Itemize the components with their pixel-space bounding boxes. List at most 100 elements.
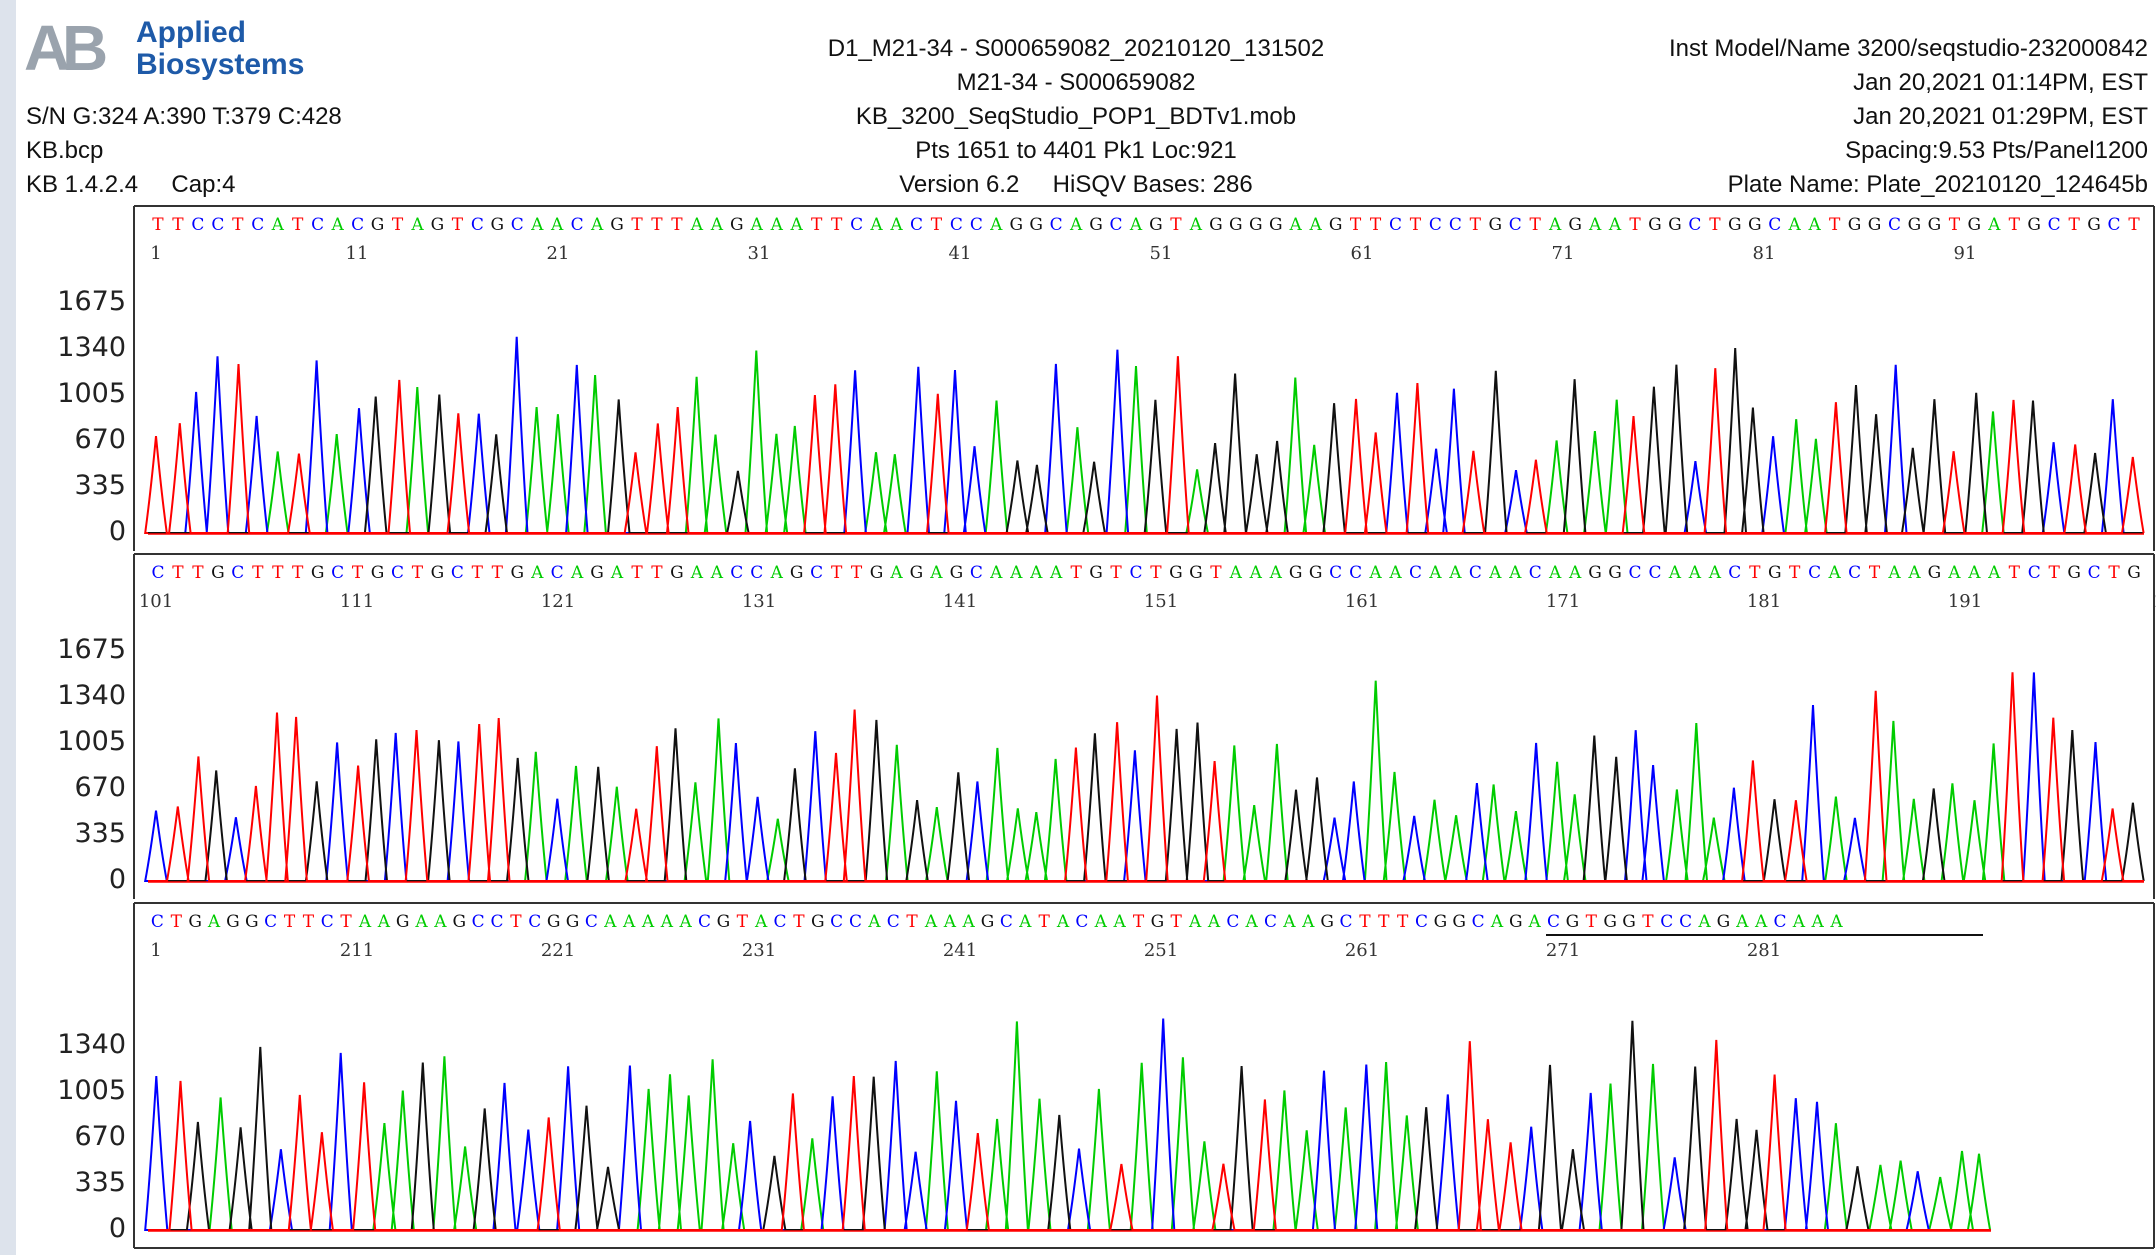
base-call: G: [981, 912, 995, 932]
base-call: T: [152, 215, 164, 235]
base-call: C: [950, 215, 963, 235]
base-call: C: [191, 215, 204, 235]
base-call: A: [1588, 215, 1602, 235]
position-label: 241: [943, 940, 977, 961]
base-call: C: [1773, 912, 1786, 932]
base-call: A: [869, 215, 883, 235]
base-call: T: [1949, 215, 1961, 235]
base-call: C: [1660, 912, 1673, 932]
base-call: C: [491, 912, 504, 932]
base-call: A: [590, 215, 604, 235]
y-tick-label: 0: [109, 516, 126, 547]
base-call: C: [585, 912, 598, 932]
base-call: G: [1269, 215, 1283, 235]
logo-text-biosystems: Biosystems: [136, 48, 304, 81]
y-tick-label: 1340: [57, 332, 126, 363]
base-call: G: [811, 912, 825, 932]
position-label: 141: [943, 591, 977, 612]
base-call: T: [192, 563, 204, 583]
y-tick-label: 0: [109, 1213, 126, 1244]
svg-text:A: A: [24, 12, 70, 82]
base-call: G: [2087, 215, 2101, 235]
base-call: T: [2108, 563, 2120, 583]
base-call: A: [770, 215, 784, 235]
base-call: G: [717, 912, 731, 932]
base-call: G: [1968, 215, 1982, 235]
base-call: G: [2027, 215, 2041, 235]
base-call: A: [1548, 563, 1562, 583]
position-label: 71: [1552, 243, 1575, 264]
base-call: C: [1648, 563, 1661, 583]
base-call: T: [2068, 215, 2080, 235]
base-call: A: [710, 563, 724, 583]
base-call: G: [590, 563, 604, 583]
base-call: C: [910, 215, 923, 235]
base-call: T: [651, 215, 663, 235]
base-call: C: [151, 912, 164, 932]
base-call: A: [1229, 563, 1243, 583]
base-call: C: [231, 563, 244, 583]
base-call: A: [1947, 563, 1961, 583]
base-call: G: [396, 912, 410, 932]
base-call: A: [570, 563, 584, 583]
base-call: G: [670, 563, 684, 583]
base-call: C: [351, 215, 364, 235]
base-call: C: [471, 215, 484, 235]
position-label: 281: [1747, 940, 1781, 961]
base-call: T: [1133, 912, 1145, 932]
y-tick-label: 670: [74, 772, 126, 803]
base-call: G: [1668, 215, 1682, 235]
position-label: 1: [150, 243, 161, 264]
base-call: G: [1648, 215, 1662, 235]
base-call: G: [1329, 215, 1343, 235]
base-call: C: [1340, 912, 1353, 932]
base-call: A: [1069, 215, 1083, 235]
base-call: A: [1688, 563, 1702, 583]
base-call: G: [1169, 563, 1183, 583]
base-call: G: [211, 563, 225, 583]
base-call: C: [1329, 563, 1342, 583]
base-call: A: [1368, 563, 1382, 583]
y-tick-label: 1005: [57, 726, 126, 757]
base-call: T: [1642, 912, 1654, 932]
trace-a: [148, 680, 2144, 882]
base-call: A: [1056, 912, 1070, 932]
position-label: 191: [1948, 591, 1982, 612]
base-call: G: [1089, 563, 1103, 583]
base-call: C: [1409, 563, 1422, 583]
y-tick-label: 0: [109, 864, 126, 895]
base-call: T: [631, 563, 643, 583]
base-call: C: [1509, 215, 1522, 235]
base-call: C: [730, 563, 743, 583]
base-call: A: [1987, 215, 2001, 235]
header-instrument: Inst Model/Name 3200/seqstudio-232000842: [1669, 35, 2148, 62]
base-call: T: [340, 912, 352, 932]
base-call: T: [1829, 215, 1841, 235]
base-call: C: [1547, 912, 1560, 932]
base-call: C: [1264, 912, 1277, 932]
trace-g: [148, 719, 2145, 882]
position-label: 101: [139, 591, 173, 612]
position-label: 11: [346, 243, 369, 264]
base-call: G: [1489, 215, 1503, 235]
base-call: G: [1149, 215, 1163, 235]
base-call: T: [292, 563, 304, 583]
base-call: A: [1987, 563, 2001, 583]
y-tick-label: 335: [74, 1167, 126, 1198]
base-call: G: [1029, 215, 1043, 235]
base-call: G: [1320, 912, 1334, 932]
header-run-end: Jan 20,2021 01:29PM, EST: [1853, 103, 2148, 130]
position-label: 41: [949, 243, 972, 264]
base-call: T: [631, 215, 643, 235]
trace-g: [148, 1020, 1991, 1231]
base-call: A: [1792, 912, 1806, 932]
base-call: A: [1428, 563, 1442, 583]
trace-a: [148, 1021, 1992, 1231]
base-call: T: [1397, 912, 1409, 932]
base-call: G: [547, 912, 561, 932]
position-label: 51: [1150, 243, 1173, 264]
base-call: T: [1359, 912, 1371, 932]
base-call: T: [303, 912, 315, 932]
